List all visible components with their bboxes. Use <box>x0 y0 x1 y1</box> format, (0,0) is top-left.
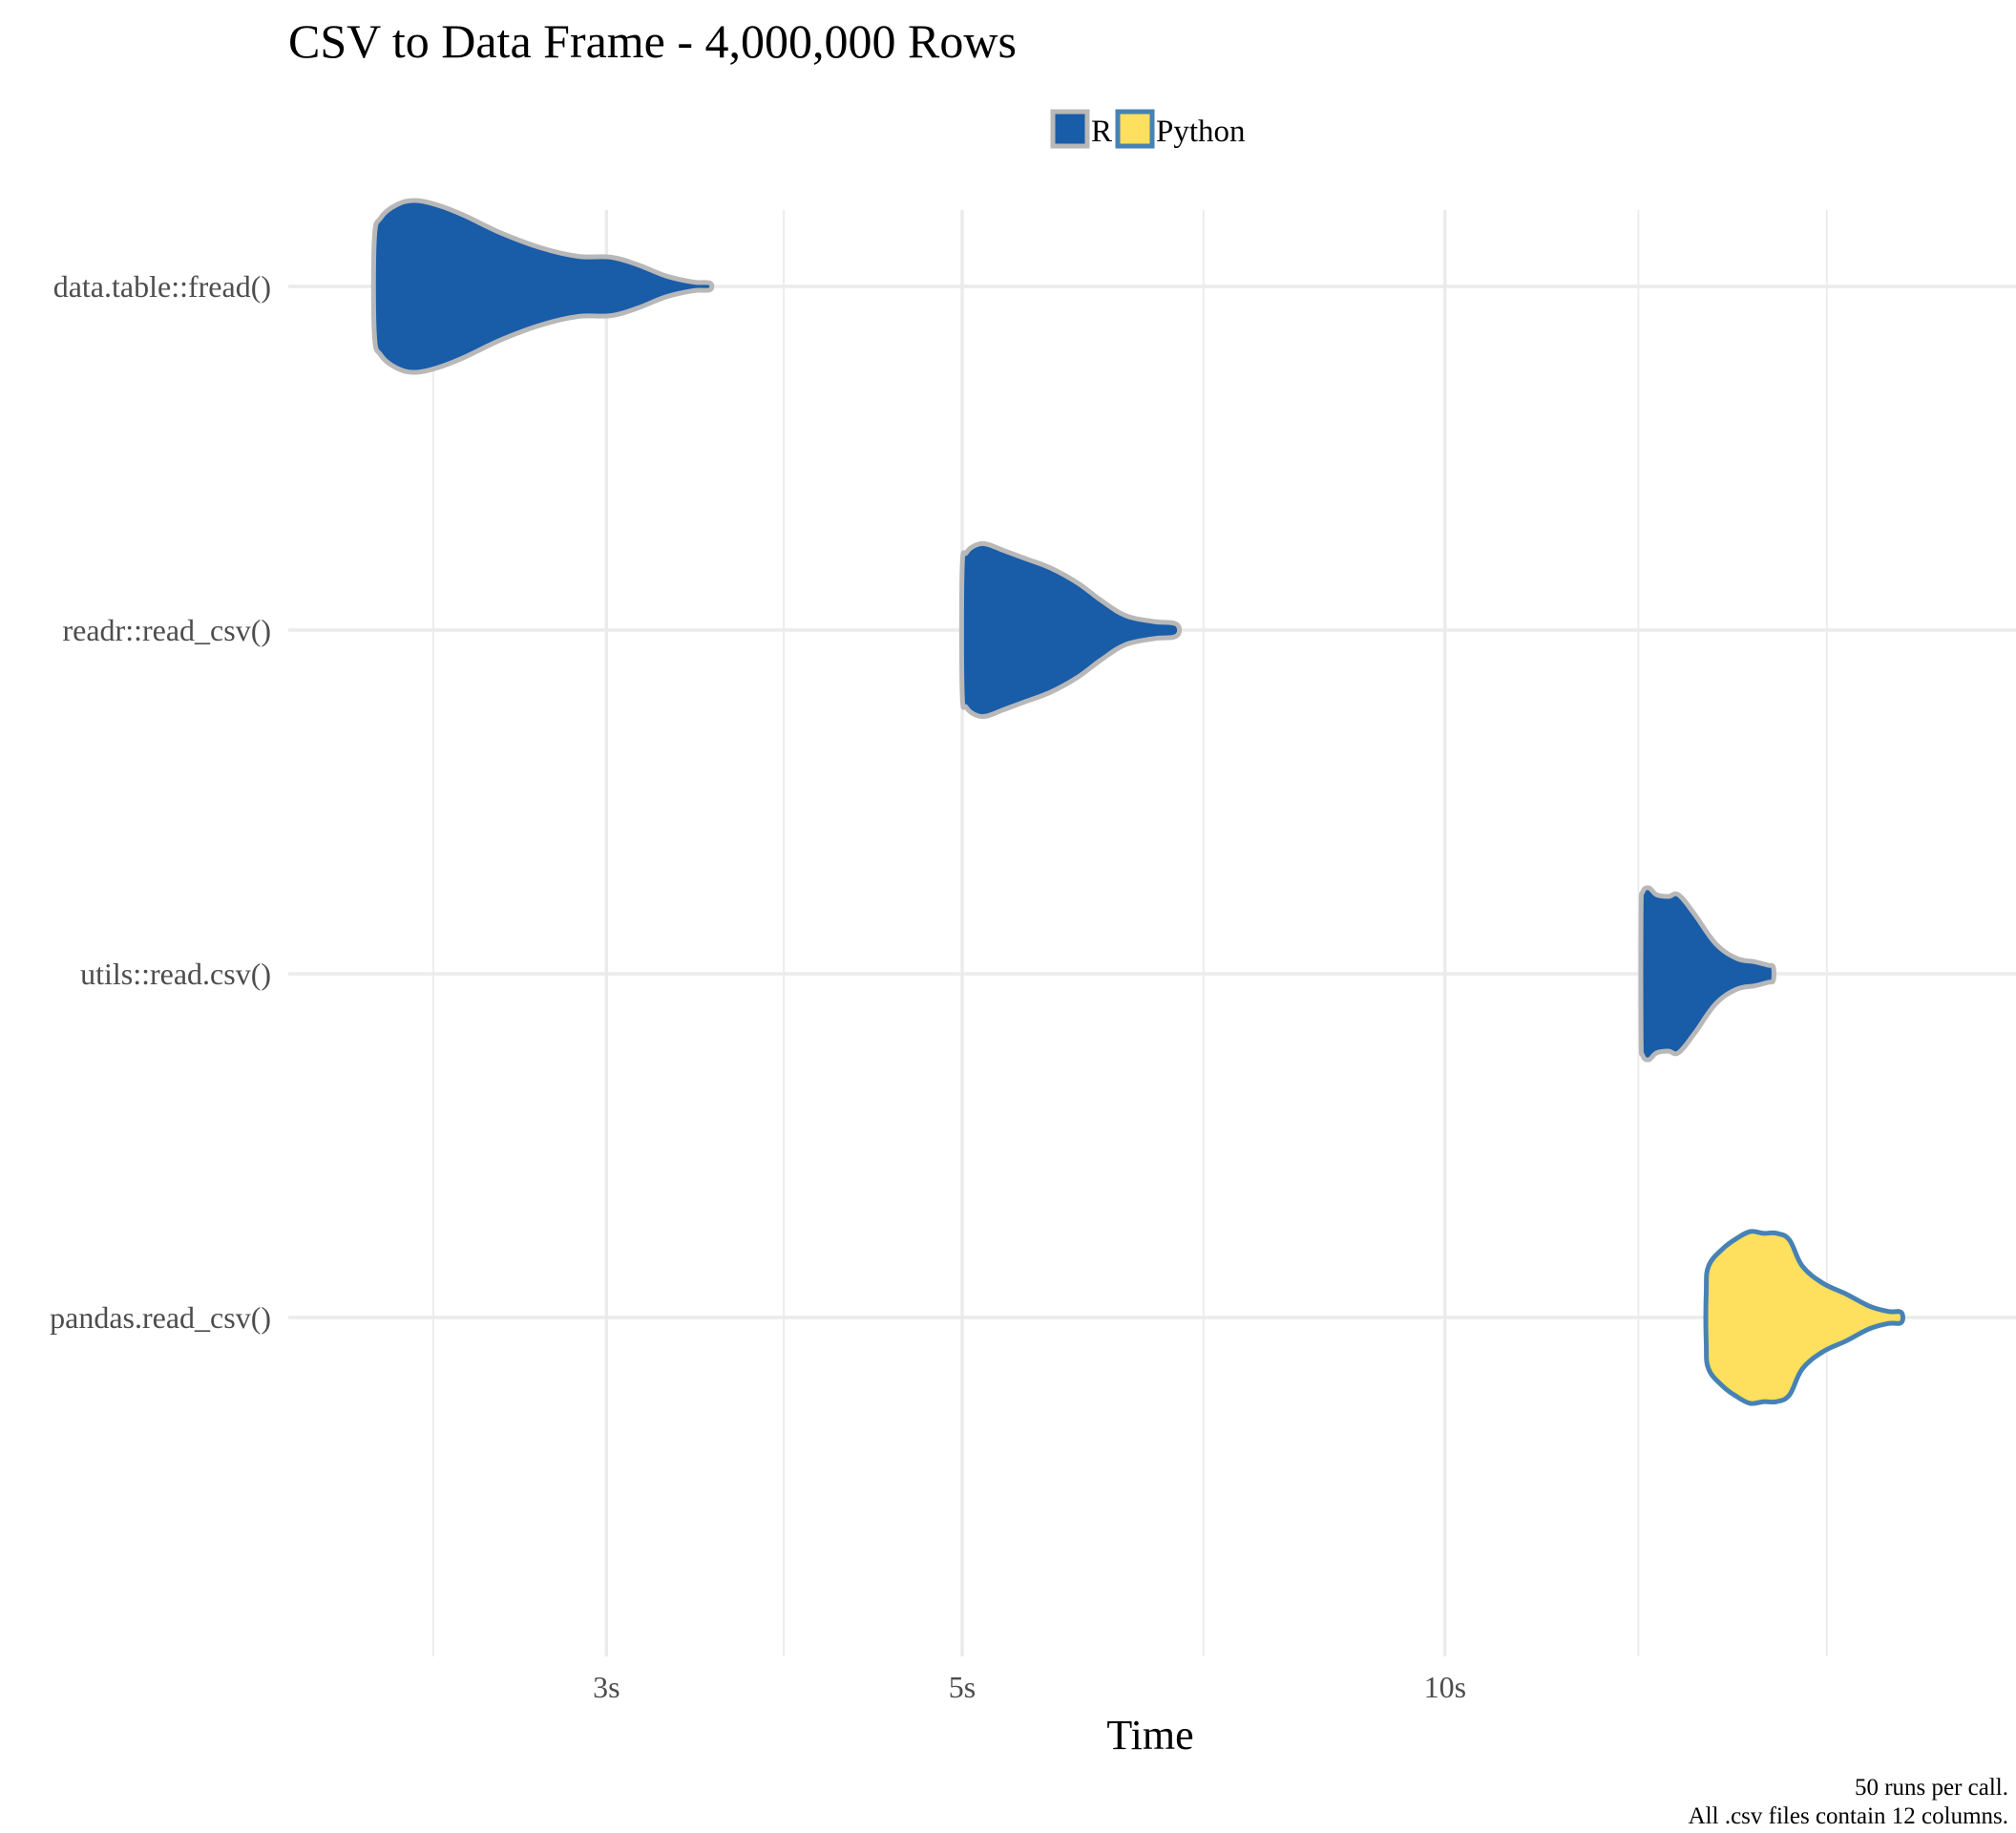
y-tick-label-data-table-fread: data.table::fread() <box>53 269 271 304</box>
y-tick-label-pandas-read-csv: pandas.read_csv() <box>50 1300 271 1335</box>
legend-label-python: Python <box>1156 115 1246 149</box>
legend-key-r <box>1050 109 1090 149</box>
violin-data-table-fread <box>370 198 715 375</box>
y-axis-ticks: data.table::fread()readr::read_csv()util… <box>50 269 271 1335</box>
grid-lines <box>288 210 2016 1656</box>
violins <box>370 198 1905 1406</box>
caption-line-2: All .csv files contain 12 columns. <box>1689 1803 2008 1829</box>
violin-readr-read-csv <box>958 540 1183 720</box>
x-tick-label-1: 5s <box>949 1670 976 1704</box>
legend-label-r: R <box>1091 115 1112 149</box>
x-axis-title: Time <box>1106 1712 1193 1759</box>
violin-pandas-read-csv <box>1703 1229 1905 1406</box>
legend-key-python <box>1115 109 1155 149</box>
x-axis-ticks: 3s 5s 10s <box>593 1670 1466 1704</box>
legend: R Python <box>1050 109 1246 149</box>
caption-line-1: 50 runs per call. <box>1855 1775 2008 1801</box>
caption: 50 runs per call. All .csv files contain… <box>1689 1775 2008 1829</box>
chart-title: CSV to Data Frame - 4,000,000 Rows <box>288 14 1017 68</box>
violin-utils-read-csv <box>1638 885 1776 1063</box>
x-tick-label-0: 3s <box>593 1670 620 1704</box>
y-tick-label-utils-read-csv: utils::read.csv() <box>80 957 271 991</box>
x-tick-label-2: 10s <box>1424 1670 1466 1704</box>
y-tick-label-readr-read-csv: readr::read_csv() <box>62 613 271 647</box>
